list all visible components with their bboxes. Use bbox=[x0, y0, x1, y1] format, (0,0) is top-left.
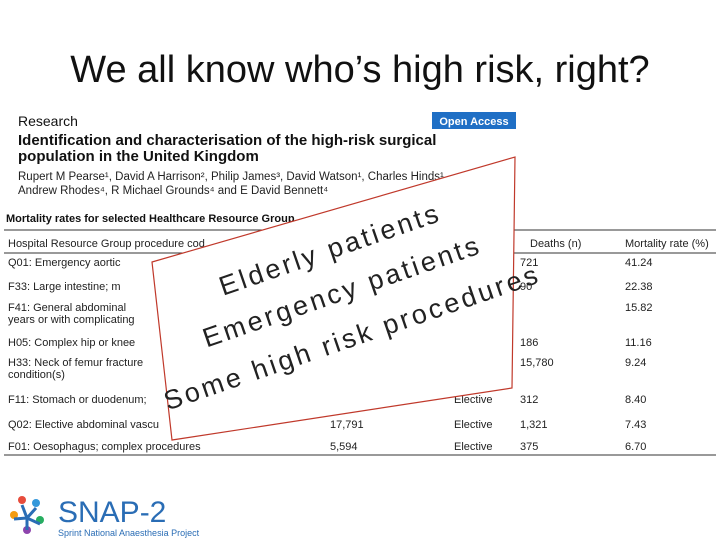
note-box bbox=[151, 156, 516, 441]
cell-procedure: years or with complicating bbox=[8, 314, 135, 326]
paper-authors: Andrew Rhodes⁴, R Michael Grounds⁴ and E… bbox=[18, 185, 328, 197]
cell-type: Elective bbox=[454, 394, 493, 406]
header: Mortality rate (%) bbox=[625, 238, 709, 250]
cell-rate: 11.16 bbox=[625, 337, 652, 349]
cell-rate: 41.24 bbox=[625, 257, 653, 269]
cell-rate: 6.70 bbox=[625, 441, 646, 453]
cell-procedure: Q01: Emergency aortic bbox=[8, 257, 121, 269]
paper-section: Research bbox=[18, 113, 78, 129]
header: Deaths (n) bbox=[530, 238, 581, 250]
cell-procedure: F41: General abdominal bbox=[8, 302, 126, 314]
table-caption: Mortality rates for selected Healthcare … bbox=[6, 213, 295, 225]
cell-procedure: H33: Neck of femur fracture bbox=[8, 357, 143, 369]
cell-deaths: 15,780 bbox=[520, 357, 554, 369]
logo-tagline: Sprint National Anaesthesia Project bbox=[58, 528, 200, 538]
cell-deaths: 1,321 bbox=[520, 419, 548, 431]
cell-procedure: Q02: Elective abdominal vascu bbox=[8, 419, 159, 431]
cell-deaths: 90 bbox=[520, 281, 532, 293]
slide-title: We all know who’s high risk, right? bbox=[70, 49, 649, 91]
cell-rate: 15.82 bbox=[625, 302, 653, 314]
cell-rate: 8.40 bbox=[625, 394, 646, 406]
cell-cases: 17,791 bbox=[330, 419, 364, 431]
cell-deaths: 312 bbox=[520, 394, 538, 406]
paper-lines: Identification and characterisation of t… bbox=[18, 132, 447, 197]
cell-rate: 22.38 bbox=[625, 281, 653, 293]
badge-label: Open Access bbox=[439, 116, 508, 128]
cell-type: Elective bbox=[454, 441, 493, 453]
open-access-badge bbox=[432, 112, 516, 129]
logo-name: SNAP-2 bbox=[58, 496, 166, 529]
paper-authors: Rupert M Pearse¹, David A Harrison², Phi… bbox=[18, 171, 447, 183]
cell-procedure: F33: Large intestine; m bbox=[8, 281, 121, 293]
table-rows: Q01: Emergency aortic 721 41.24 F33: Large … bbox=[8, 257, 653, 453]
cell-deaths: 375 bbox=[520, 441, 538, 453]
cell-rate: 9.24 bbox=[625, 357, 646, 369]
cell-deaths: 721 bbox=[520, 257, 538, 269]
header: Hospital Resource Group procedure cod bbox=[8, 238, 205, 250]
cell-type: Elective bbox=[454, 419, 493, 431]
cell-deaths: 186 bbox=[520, 337, 538, 349]
cell-cases: 5,594 bbox=[330, 441, 358, 453]
logo-icon bbox=[10, 496, 44, 534]
cell-procedure: F11: Stomach or duodenum; bbox=[8, 394, 147, 406]
cell-rate: 7.43 bbox=[625, 419, 646, 431]
paper-title: population in the United Kingdom bbox=[18, 148, 259, 165]
cell-procedure: H05: Complex hip or knee bbox=[8, 337, 135, 349]
paper-title: Identification and characterisation of t… bbox=[18, 132, 436, 149]
cell-procedure: F01: Oesophagus; complex procedures bbox=[8, 441, 201, 453]
cell-procedure: condition(s) bbox=[8, 369, 65, 381]
